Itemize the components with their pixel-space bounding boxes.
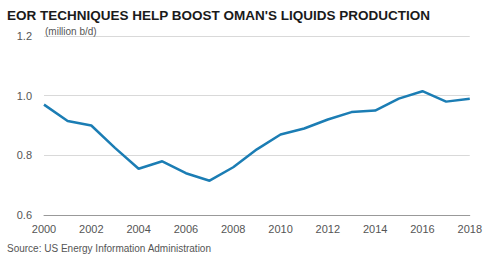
svg-text:Source: US Energy Information: Source: US Energy Information Administra… xyxy=(7,243,211,254)
svg-text:2008: 2008 xyxy=(221,223,245,235)
svg-text:2006: 2006 xyxy=(174,223,198,235)
svg-text:2018: 2018 xyxy=(458,223,482,235)
svg-text:(million b/d): (million b/d) xyxy=(45,26,97,37)
svg-text:2004: 2004 xyxy=(126,223,150,235)
svg-text:EOR TECHNIQUES HELP BOOST OMAN: EOR TECHNIQUES HELP BOOST OMAN'S LIQUIDS… xyxy=(7,8,430,23)
svg-text:0.6: 0.6 xyxy=(17,209,32,221)
svg-text:2000: 2000 xyxy=(32,223,56,235)
svg-text:2012: 2012 xyxy=(316,223,340,235)
svg-text:2010: 2010 xyxy=(268,223,292,235)
svg-text:0.8: 0.8 xyxy=(17,149,32,161)
svg-text:1.0: 1.0 xyxy=(17,90,32,102)
svg-text:1.2: 1.2 xyxy=(17,30,32,42)
svg-text:2014: 2014 xyxy=(363,223,387,235)
svg-text:2002: 2002 xyxy=(79,223,103,235)
svg-text:2016: 2016 xyxy=(410,223,434,235)
